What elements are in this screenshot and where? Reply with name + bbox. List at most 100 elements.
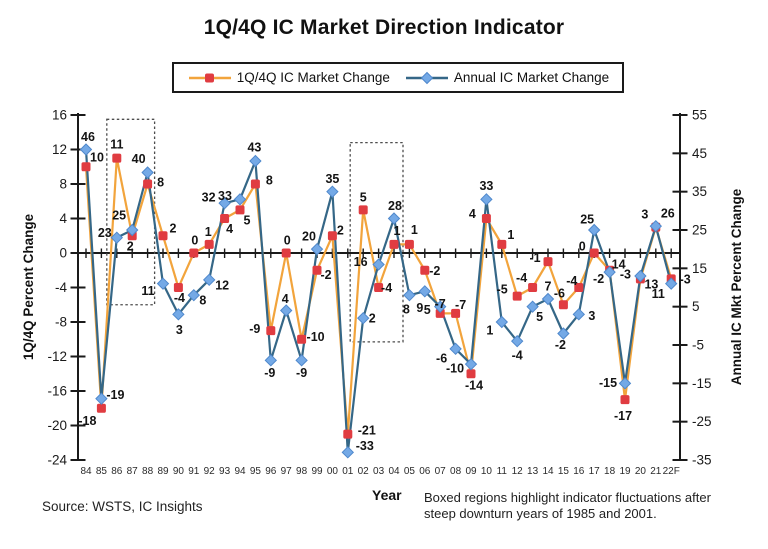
- marker-annual-84: [79, 143, 93, 156]
- x-tick-label-13: 13: [527, 466, 539, 477]
- x-tick-label-87: 87: [127, 466, 139, 477]
- x-tick-label-17: 17: [589, 466, 601, 477]
- marker-annual-18: [603, 265, 616, 279]
- data-label-1q4q-03: -4: [381, 281, 392, 295]
- y-left-tick-label: -20: [47, 418, 67, 433]
- x-tick-label-99: 99: [311, 466, 323, 477]
- marker-1q4q-95: [250, 179, 260, 189]
- y-left-tick-label: 12: [52, 142, 67, 157]
- x-tick-label-18: 18: [604, 466, 616, 477]
- data-label-1q4q-05: 1: [411, 223, 418, 237]
- x-tick-label-88: 88: [142, 466, 154, 477]
- annotation-box-2: [349, 141, 404, 343]
- data-label-annual-09: -10: [446, 362, 464, 376]
- data-label-1q4q-85: -18: [78, 414, 96, 428]
- data-label-annual-13: 5: [536, 310, 543, 324]
- source-note: Source: WSTS, IC Insights: [42, 499, 203, 514]
- data-label-annual-90: 3: [176, 323, 183, 337]
- marker-1q4q-96: [266, 326, 276, 336]
- x-tick-label-91: 91: [188, 466, 200, 477]
- x-tick-label-11: 11: [497, 466, 508, 477]
- marker-1q4q-15: [558, 300, 568, 310]
- marker-annual-07: [433, 300, 447, 313]
- marker-annual-89: [156, 277, 170, 290]
- y-left-tick-label: -8: [55, 315, 67, 330]
- marker-annual-99: [310, 242, 324, 256]
- marker-1q4q-99: [312, 265, 322, 275]
- data-label-annual-15: -2: [555, 338, 566, 352]
- x-tick-label-15: 15: [558, 466, 570, 477]
- data-label-1q4q-08: -7: [455, 298, 466, 312]
- y-left-tick-label: 0: [59, 246, 67, 261]
- data-label-annual-00: 35: [325, 172, 339, 186]
- x-tick-label-97: 97: [281, 466, 293, 477]
- marker-1q4q-03: [374, 283, 384, 292]
- x-tick-label-10: 10: [481, 466, 493, 477]
- marker-1q4q-94: [235, 205, 245, 215]
- data-label-annual-12: -4: [512, 349, 523, 363]
- marker-1q4q-09: [466, 369, 476, 379]
- data-label-1q4q-01: -21: [358, 424, 376, 438]
- marker-annual-05: [403, 288, 416, 302]
- data-label-annual-18: 14: [612, 258, 626, 272]
- legend-item-annual: Annual IC Market Change: [404, 70, 609, 85]
- marker-1q4q-01: [343, 429, 353, 439]
- data-label-1q4q-18: -2: [593, 272, 604, 286]
- marker-annual-03: [372, 258, 385, 271]
- data-label-1q4q-93: 4: [226, 222, 233, 236]
- data-label-annual-91: 8: [199, 294, 206, 308]
- marker-1q4q-89: [158, 231, 168, 241]
- y-left-tick-label: -4: [55, 280, 67, 295]
- data-label-annual-95: 43: [247, 140, 261, 154]
- data-label-annual-10: 33: [479, 179, 493, 193]
- x-tick-label-94: 94: [234, 466, 246, 477]
- marker-annual-21: [649, 219, 663, 233]
- data-label-1q4q-07: -7: [435, 297, 446, 311]
- y-right-tick-label: -5: [692, 337, 704, 352]
- data-label-annual-89: 11: [141, 284, 154, 298]
- y-right-tick-label: 25: [692, 222, 707, 237]
- data-label-annual-85: -19: [106, 388, 124, 402]
- data-label-1q4q-86: 11: [110, 138, 123, 152]
- data-label-1q4q-13: -4: [516, 271, 527, 285]
- y-right-tick-label: 5: [692, 299, 700, 314]
- marker-1q4q-05: [404, 239, 414, 249]
- marker-1q4q-08: [451, 308, 461, 318]
- marker-1q4q-93: [220, 214, 230, 223]
- x-tick-label-12: 12: [512, 466, 524, 477]
- marker-annual-08: [449, 342, 462, 356]
- marker-1q4q-17: [589, 248, 599, 258]
- data-label-1q4q-02: 5: [360, 190, 367, 204]
- marker-1q4q-12: [512, 291, 522, 301]
- marker-annual-96: [264, 354, 278, 367]
- x-tick-label-84: 84: [80, 466, 92, 477]
- x-tick-label-22F: 22F: [663, 466, 680, 477]
- x-tick-label-96: 96: [265, 466, 277, 477]
- data-label-annual-22F: 11: [652, 287, 665, 301]
- legend-label-1q4q: 1Q/4Q IC Market Change: [236, 70, 390, 85]
- marker-1q4q-16: [574, 283, 584, 292]
- legend-diamond-marker-icon: [405, 71, 448, 84]
- data-label-1q4q-84: 10: [90, 150, 104, 164]
- x-tick-label-06: 06: [419, 466, 431, 477]
- marker-annual-06: [418, 285, 432, 298]
- y-right-tick-label: -15: [692, 376, 712, 391]
- marker-annual-92: [202, 273, 216, 287]
- data-label-annual-06: 9: [416, 301, 423, 315]
- data-label-annual-07: 5: [424, 303, 431, 317]
- marker-annual-10: [480, 193, 493, 206]
- legend: 1Q/4Q IC Market Change Annual IC Market …: [172, 62, 624, 93]
- marker-annual-93: [218, 196, 231, 210]
- legend-square-marker-icon: [188, 73, 231, 82]
- data-label-1q4q-91: 0: [191, 234, 198, 248]
- data-label-annual-14: 7: [545, 279, 552, 293]
- y-left-tick-label: -24: [47, 453, 67, 468]
- data-label-annual-19: -15: [599, 376, 617, 390]
- data-label-1q4q-20: -3: [620, 267, 631, 281]
- data-label-1q4q-15: -6: [554, 286, 565, 300]
- data-label-annual-05: 8: [403, 303, 410, 317]
- marker-annual-19: [618, 377, 632, 390]
- data-label-1q4q-04: 1: [394, 224, 401, 238]
- marker-annual-15: [557, 327, 570, 340]
